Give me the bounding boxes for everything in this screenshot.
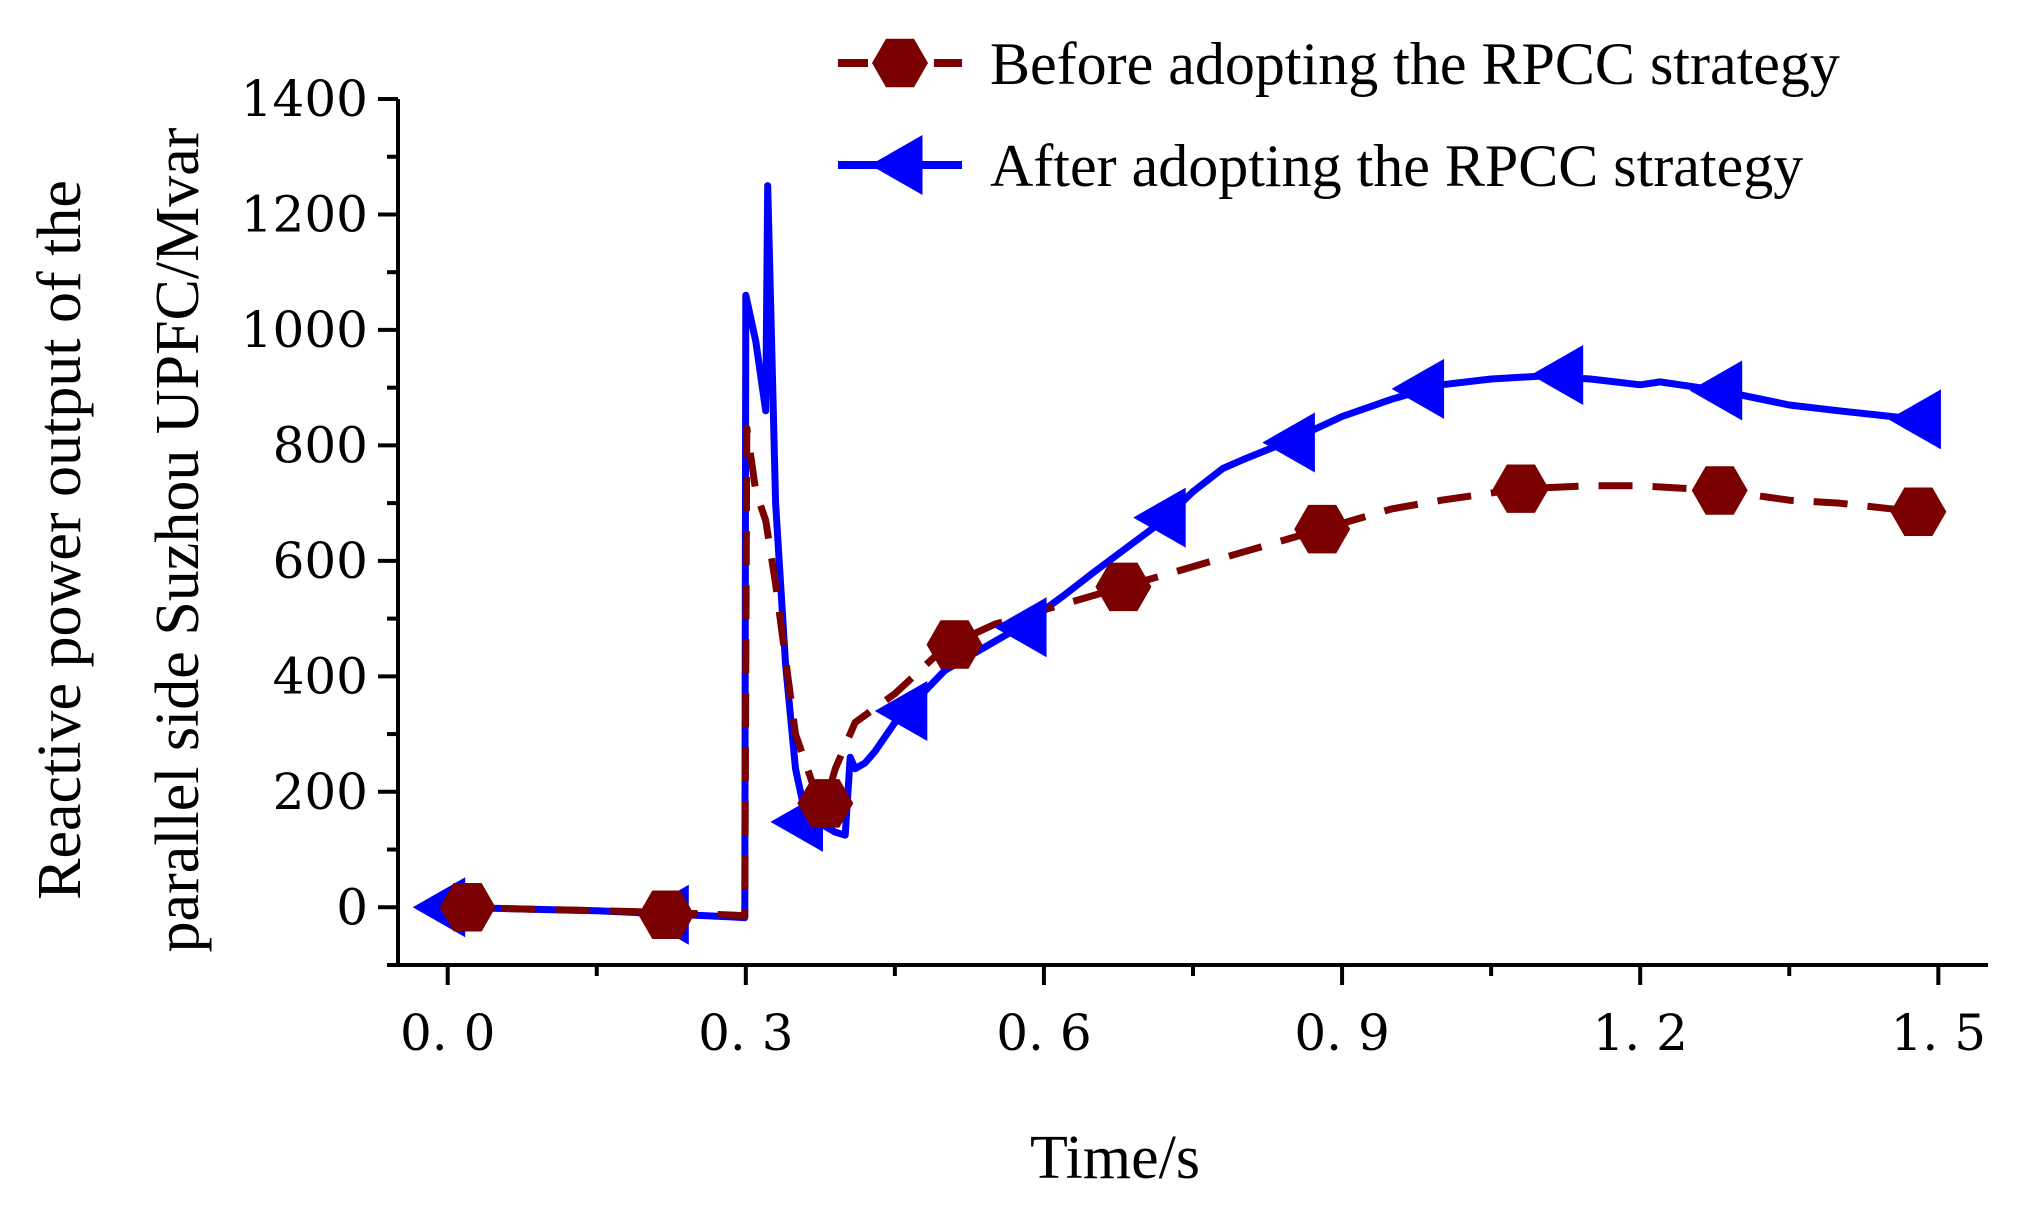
series-0-marker: [439, 883, 496, 932]
y-tick-label: 1200: [241, 185, 368, 243]
legend: Before adopting the RPCC strategy After …: [838, 31, 1840, 199]
y-axis-title-group: Reactive power output of the parallel si…: [26, 127, 212, 952]
y-tick-label: 400: [273, 647, 368, 705]
series-0-marker: [1294, 504, 1351, 554]
y-tick-label: 200: [273, 763, 368, 821]
y-ticks: 0 200 400 600 800 1000 1200 1400: [241, 70, 398, 967]
series-0-marker: [1095, 562, 1152, 612]
x-tick-label: 0. 3: [698, 1004, 793, 1062]
series-1-marker: [874, 680, 928, 741]
series-layer: [437, 182, 1940, 922]
series-0-marker: [1890, 487, 1947, 536]
series-1-marker: [1133, 487, 1186, 548]
series-0-marker: [1691, 466, 1748, 515]
series-0-marker: [926, 620, 983, 669]
x-axis-title: Time/s: [1030, 1124, 1200, 1192]
series-1-marker: [994, 597, 1047, 658]
series-1-marker: [1689, 360, 1743, 421]
x-tick-label: 1. 2: [1592, 1004, 1687, 1062]
y-tick-label: 1400: [241, 70, 368, 128]
series-0-marker: [1492, 464, 1549, 513]
legend-label-before: Before adopting the RPCC strategy: [990, 31, 1840, 97]
series-1-marker: [1391, 358, 1445, 419]
x-tick-label: 0. 9: [1294, 1004, 1389, 1062]
y-tick-label: 1000: [241, 301, 368, 359]
series-0-marker: [797, 779, 854, 828]
y-tick-label: 0: [336, 878, 368, 936]
y-axis-title-line-2: parallel side Suzhou UPFC/Mvar: [144, 127, 212, 952]
series-line-0: [447, 424, 1919, 920]
y-tick-label: 600: [273, 532, 368, 590]
x-ticks: 0. 0 0. 3 0. 6 0. 9 1. 2 1. 5: [400, 965, 1986, 1062]
series-1-marker: [1888, 389, 1941, 450]
legend-label-after: After adopting the RPCC strategy: [990, 133, 1803, 199]
legend-marker-before: [872, 38, 928, 88]
legend-marker-after: [870, 135, 923, 195]
y-tick-label: 800: [273, 416, 368, 474]
series-line-1: [437, 182, 1940, 922]
x-tick-label: 0. 6: [996, 1004, 1091, 1062]
marker-layer: [412, 344, 1947, 945]
series-1-marker: [1262, 412, 1315, 473]
y-axis-title-line-1: Reactive power output of the: [26, 180, 94, 900]
series-1-marker: [1530, 344, 1584, 405]
series-0-marker: [638, 890, 695, 939]
x-tick-label: 0. 0: [400, 1004, 495, 1062]
x-tick-label: 1. 5: [1891, 1004, 1986, 1062]
